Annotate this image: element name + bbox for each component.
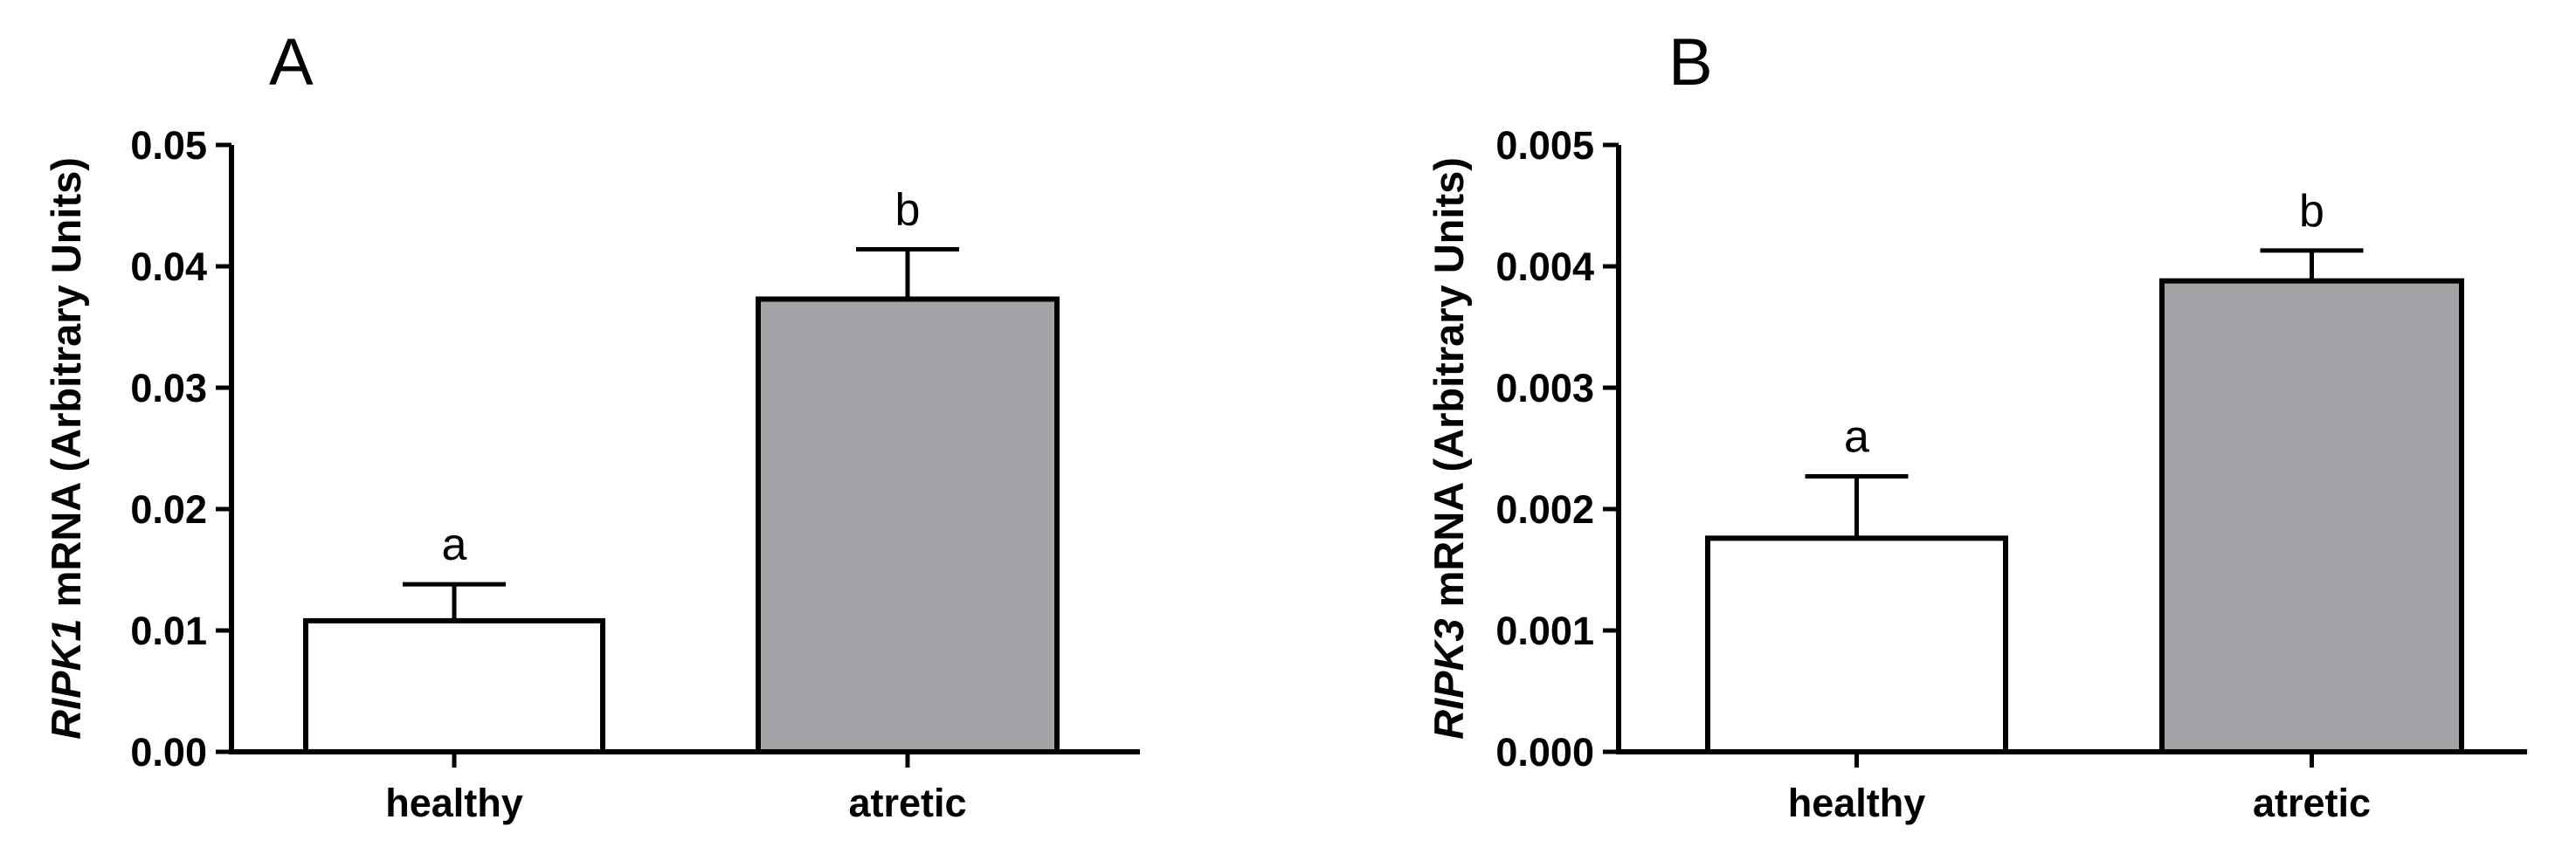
y-tick-label: 0.004 [1495, 244, 1594, 289]
chart-panel-a: A RIPK1 mRNA (Arbitrary Units) a healthy b at… [43, 25, 1140, 825]
x-tick-label: healthy [1788, 781, 1926, 825]
y-tick-label: 0.005 [1495, 123, 1594, 168]
significance-label: a [442, 520, 467, 570]
y-tick-label: 0.04 [130, 244, 207, 289]
panel-letter: B [1668, 25, 1713, 100]
bar-healthy [1705, 535, 2008, 754]
y-axis-label: RIPK1 mRNA (Arbitrary Units) [43, 157, 89, 740]
bar-atretic [756, 296, 1060, 754]
y-tick-label: 0.002 [1495, 487, 1594, 532]
chart-panel-b: B RIPK3 mRNA (Arbitrary Units) a healthy b at… [1426, 25, 2527, 825]
y-tick-label: 0.001 [1495, 609, 1594, 653]
significance-label: a [1844, 411, 1869, 462]
y-axis-label-gene: RIPK1 [43, 618, 89, 739]
y-tick-label: 0.00 [130, 730, 207, 775]
y-axis-label-gene: RIPK3 [1426, 618, 1472, 739]
bar-atretic [2159, 278, 2464, 754]
y-axis-label-text: mRNA (Arbitrary Units) [1426, 157, 1472, 618]
bar-healthy [303, 617, 605, 754]
significance-label: b [2299, 186, 2324, 237]
y-tick-label: 0.000 [1495, 730, 1594, 775]
panel-letter: A [269, 25, 314, 100]
y-axis-label: RIPK3 mRNA (Arbitrary Units) [1426, 157, 1472, 740]
x-tick-label: atretic [848, 781, 966, 825]
y-tick-label: 0.02 [130, 487, 207, 532]
y-tick-label: 0.05 [130, 123, 207, 168]
x-tick-label: atretic [2253, 781, 2371, 825]
y-axis-label-text: mRNA (Arbitrary Units) [43, 157, 89, 618]
x-tick-label: healthy [385, 781, 523, 825]
significance-label: b [895, 185, 921, 236]
y-tick-label: 0.003 [1495, 366, 1594, 410]
y-tick-label: 0.01 [130, 609, 207, 653]
y-tick-label: 0.03 [130, 366, 207, 410]
